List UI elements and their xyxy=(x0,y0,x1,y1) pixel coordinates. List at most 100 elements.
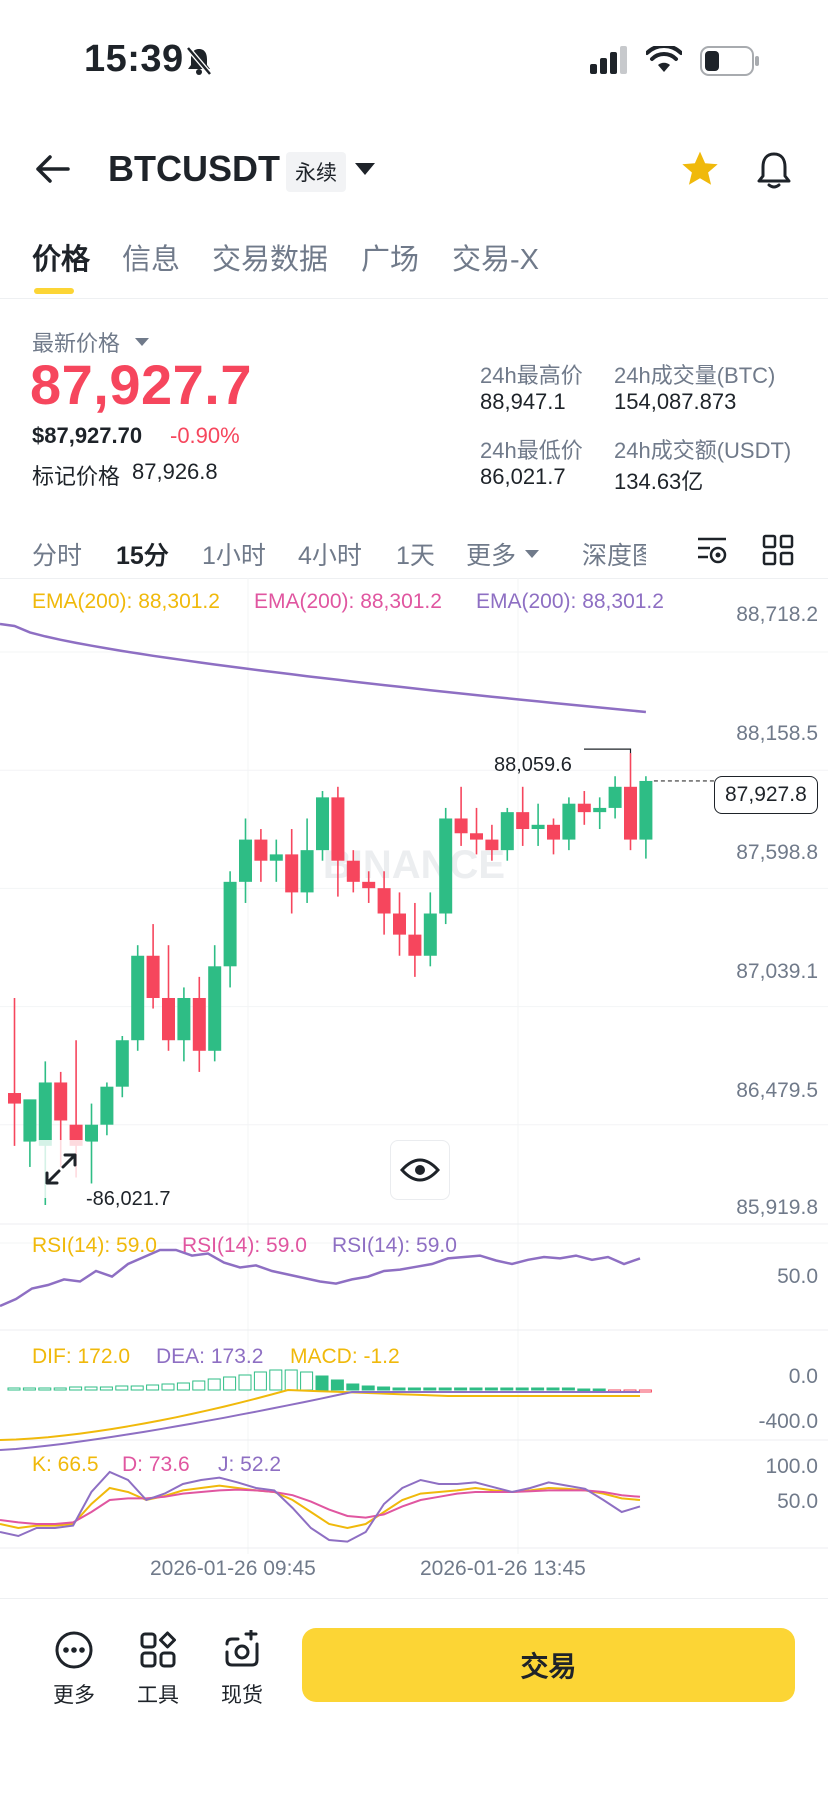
active-tab-indicator xyxy=(34,288,74,294)
price-axis-label: 87,039.1 xyxy=(736,960,818,983)
candle-body xyxy=(562,803,576,840)
tab-trade-x[interactable]: 交易-X xyxy=(452,244,540,276)
macd-dif-line xyxy=(0,1388,640,1441)
macd-bar xyxy=(38,1387,52,1391)
volume-usdt-value: 134.63亿 xyxy=(614,469,704,494)
alert-bell-icon[interactable] xyxy=(756,150,792,195)
interval-more[interactable]: 更多 xyxy=(466,542,517,570)
last-price-dropdown-icon[interactable] xyxy=(134,334,150,352)
macd-bar xyxy=(454,1387,468,1391)
volume-btc-label: 24h成交量(BTC) xyxy=(614,363,776,388)
last-price-label[interactable]: 最新价格 xyxy=(32,331,121,356)
macd-dea-line xyxy=(0,1391,640,1451)
candle-body xyxy=(393,913,406,935)
more-button[interactable]: 更多 xyxy=(44,1630,104,1709)
candle-body xyxy=(577,803,591,813)
macd-bar xyxy=(515,1387,529,1391)
trade-button[interactable]: 交易 xyxy=(302,1628,795,1702)
candle-body xyxy=(162,997,175,1041)
more-dropdown-icon[interactable] xyxy=(524,546,540,564)
interval-4h[interactable]: 4小时 xyxy=(298,542,362,570)
macd-bar xyxy=(7,1387,21,1391)
toggle-visibility-button[interactable] xyxy=(390,1140,450,1200)
candle-body xyxy=(593,807,607,813)
kdj-k-line xyxy=(0,1484,641,1530)
candles xyxy=(8,753,653,1205)
candle-body xyxy=(239,839,252,882)
tab-trading-data[interactable]: 交易数据 xyxy=(212,244,329,276)
candle-body xyxy=(316,797,329,851)
expand-icon xyxy=(45,1153,77,1185)
candle-body xyxy=(377,888,391,914)
kdj-axis-label: 100.0 xyxy=(765,1455,818,1478)
current-price-tag[interactable]: 87,927.8 xyxy=(714,776,818,814)
favorite-star-icon[interactable] xyxy=(680,150,720,193)
macd-bar xyxy=(115,1385,129,1391)
candle-body xyxy=(38,1082,52,1146)
candle-body xyxy=(23,1099,37,1142)
candle-body xyxy=(346,860,360,882)
mark-price-label: 标记价格 xyxy=(32,464,121,489)
tab-info[interactable]: 信息 xyxy=(122,244,181,276)
interval-1d[interactable]: 1天 xyxy=(396,542,435,570)
fullscreen-button[interactable] xyxy=(32,1140,90,1198)
contract-type-badge: 永续 xyxy=(286,152,346,192)
macd-bar xyxy=(377,1386,391,1391)
spot-icon xyxy=(225,1628,259,1667)
candle-body xyxy=(131,955,145,1041)
candle-body xyxy=(54,1082,68,1121)
kline-chart[interactable]: BINANCE xyxy=(0,578,828,1554)
kdj-k-label: K: 66.5 xyxy=(32,1453,99,1476)
volume-usdt-label: 24h成交额(USDT) xyxy=(614,438,792,463)
usd-price: $87,927.70 xyxy=(32,423,143,448)
macd-bar xyxy=(192,1380,206,1391)
more-dots-icon xyxy=(55,1631,93,1669)
candle-body xyxy=(331,797,345,861)
macd-bar xyxy=(130,1385,144,1391)
macd-bar xyxy=(84,1386,98,1391)
low-24h-value: 86,021.7 xyxy=(480,464,566,489)
candle-body xyxy=(470,833,483,840)
macd-bar xyxy=(484,1387,498,1391)
rsi-line xyxy=(0,1248,641,1308)
ema-label-2: EMA(200): 88,301.2 xyxy=(254,590,442,613)
candle-body xyxy=(208,966,222,1051)
high-24h-value: 88,947.1 xyxy=(480,389,566,414)
macd-axis-label: 0.0 xyxy=(788,1365,818,1388)
macd-bar xyxy=(223,1376,237,1391)
candle-body xyxy=(100,1086,114,1125)
symbol-title[interactable]: BTCUSDT xyxy=(108,148,280,189)
candle-body xyxy=(254,839,268,861)
symbol-dropdown-icon[interactable] xyxy=(354,162,376,181)
high-24h-label: 24h最高价 xyxy=(480,363,583,388)
macd-bar xyxy=(638,1389,652,1393)
interval-15m[interactable]: 15分 xyxy=(116,542,169,570)
interval-time[interactable]: 分时 xyxy=(32,542,83,570)
candle-body xyxy=(285,854,299,893)
layout-grid-icon[interactable] xyxy=(762,534,794,571)
interval-depth[interactable]: 深度图 xyxy=(582,542,646,570)
signal-icon xyxy=(590,46,628,79)
candle-body xyxy=(362,881,376,889)
tab-square[interactable]: 广场 xyxy=(361,244,420,276)
price-axis-label: 88,158.5 xyxy=(736,722,818,745)
candle-body xyxy=(500,812,514,851)
macd-bar xyxy=(207,1378,221,1391)
macd-bar xyxy=(176,1382,190,1391)
interval-1h[interactable]: 1小时 xyxy=(202,542,266,570)
candle-body xyxy=(439,818,453,914)
ema200-line xyxy=(0,622,647,714)
time-axis-label: 2026-01-26 09:45 xyxy=(150,1557,316,1580)
volume-btc-value: 154,087.873 xyxy=(614,389,737,414)
candle-body xyxy=(300,850,314,893)
price-axis-label: 85,919.8 xyxy=(736,1196,818,1219)
spot-button[interactable]: 现货 xyxy=(212,1628,272,1709)
tab-price[interactable]: 价格 xyxy=(32,244,91,276)
macd-bar xyxy=(407,1387,421,1391)
kdj-d-line xyxy=(0,1488,641,1525)
tools-button[interactable]: 工具 xyxy=(128,1630,188,1709)
rsi-label-2: RSI(14): 59.0 xyxy=(182,1234,307,1257)
chart-settings-icon[interactable] xyxy=(696,534,728,571)
back-button[interactable] xyxy=(34,154,70,189)
macd-bar xyxy=(300,1371,314,1391)
